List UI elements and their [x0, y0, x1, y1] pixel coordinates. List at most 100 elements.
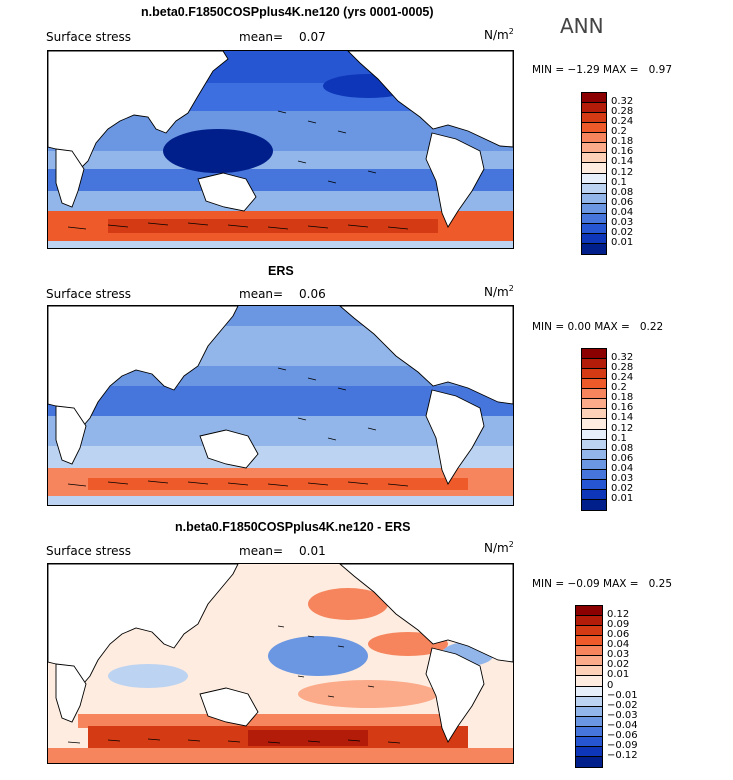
colorbar-level-label: 0.28 — [611, 106, 634, 118]
colorbar-swatch — [582, 399, 606, 410]
colorbar-swatch — [576, 636, 602, 647]
colorbar-swatch — [582, 93, 606, 104]
colorbar-level-label: 0.03 — [607, 649, 630, 661]
colorbar-swatch — [582, 103, 606, 114]
colorbar-level-label: 0.12 — [611, 166, 634, 178]
colorbar-level-label: 0.2 — [611, 382, 627, 394]
panel-3-mean-value: 0.01 — [299, 544, 326, 558]
panel-2-minmax: MIN = 0.00 MAX = 0.22 — [532, 321, 664, 333]
colorbar-swatch — [576, 736, 602, 747]
colorbar-swatch — [582, 123, 606, 134]
panel-1-variable: Surface stress — [46, 30, 132, 44]
colorbar-level-label: 0.16 — [611, 146, 634, 158]
panel-2-units: N/m2 — [484, 284, 514, 299]
colorbar-level-label: 0.06 — [607, 629, 630, 641]
colorbar-level-label: 0.04 — [611, 462, 634, 474]
colorbar-level-label: 0 — [607, 679, 614, 691]
colorbar-swatch — [576, 686, 602, 697]
colorbar-level-label: −0.09 — [607, 739, 638, 751]
colorbar-swatch — [576, 616, 602, 627]
panel-3-mean-label: mean= — [239, 544, 284, 558]
colorbar-swatch — [582, 409, 606, 420]
panel-3-colorbar — [575, 605, 603, 768]
colorbar-level-label: −0.02 — [607, 699, 638, 711]
colorbar-level-label: 0.1 — [611, 432, 627, 444]
colorbar-level-label: 0.32 — [611, 352, 634, 364]
colorbar-swatch — [582, 369, 606, 380]
colorbar-level-label: −0.01 — [607, 689, 638, 701]
colorbar-swatch — [582, 233, 606, 244]
colorbar-swatch — [582, 479, 606, 490]
colorbar-swatch — [582, 359, 606, 370]
colorbar-swatch — [582, 173, 606, 184]
panel-2-title: ERS — [268, 264, 294, 278]
colorbar-level-label: 0.08 — [611, 186, 634, 198]
colorbar-swatch — [582, 153, 606, 164]
colorbar-swatch — [582, 379, 606, 390]
colorbar-level-label: −0.12 — [607, 749, 638, 761]
colorbar-level-label: 0.04 — [607, 639, 630, 651]
colorbar-swatch — [582, 429, 606, 440]
panel-1-title: n.beta0.F1850COSPplus4K.ne120 (yrs 0001-… — [141, 5, 434, 19]
panel-3-land-icon — [48, 564, 513, 743]
colorbar-level-label: −0.03 — [607, 709, 638, 721]
panel-2-mean-value: 0.06 — [299, 287, 326, 301]
colorbar-swatch — [582, 499, 606, 510]
colorbar-swatch — [576, 716, 602, 727]
colorbar-level-label: 0.24 — [611, 372, 634, 384]
colorbar-level-label: 0.09 — [607, 619, 630, 631]
colorbar-swatch — [582, 163, 606, 174]
colorbar-swatch — [582, 419, 606, 430]
colorbar-level-label: 0.04 — [611, 206, 634, 218]
colorbar-swatch — [576, 746, 602, 757]
colorbar-level-label: 0.32 — [611, 96, 634, 108]
colorbar-level-label: 0.12 — [607, 609, 630, 621]
colorbar-level-label: 0.03 — [611, 216, 634, 228]
colorbar-level-label: 0.01 — [607, 669, 630, 681]
colorbar-level-label: 0.1 — [611, 176, 627, 188]
colorbar-swatch — [576, 656, 602, 667]
colorbar-swatch — [576, 606, 602, 617]
panel-1-mean-label: mean= — [239, 30, 284, 44]
colorbar-level-label: 0.06 — [611, 452, 634, 464]
panel-2-variable: Surface stress — [46, 287, 132, 301]
panel-2-mean-label: mean= — [239, 287, 284, 301]
panel-1-colorbar — [581, 92, 607, 255]
colorbar-swatch — [582, 223, 606, 234]
panel-2-map — [47, 305, 514, 506]
colorbar-swatch — [582, 193, 606, 204]
panel-3-variable: Surface stress — [46, 544, 132, 558]
colorbar-swatch — [582, 459, 606, 470]
colorbar-level-label: 0.01 — [611, 492, 634, 504]
colorbar-swatch — [582, 113, 606, 124]
colorbar-swatch — [582, 213, 606, 224]
panel-1-mean-value: 0.07 — [299, 30, 326, 44]
colorbar-swatch — [582, 489, 606, 500]
colorbar-level-label: 0.16 — [611, 402, 634, 414]
colorbar-level-label: 0.02 — [611, 482, 634, 494]
colorbar-level-label: 0.02 — [607, 659, 630, 671]
colorbar-level-label: 0.08 — [611, 442, 634, 454]
colorbar-swatch — [582, 183, 606, 194]
colorbar-swatch — [576, 726, 602, 737]
colorbar-level-label: 0.28 — [611, 362, 634, 374]
colorbar-level-label: −0.04 — [607, 719, 638, 731]
colorbar-swatch — [582, 449, 606, 460]
colorbar-level-label: 0.2 — [611, 126, 627, 138]
panel-3-vector-field-icon — [67, 625, 401, 744]
panel-3-title: n.beta0.F1850COSPplus4K.ne120 - ERS — [175, 520, 411, 534]
panel-2-colorbar — [581, 348, 607, 511]
colorbar-level-label: 0.03 — [611, 472, 634, 484]
colorbar-level-label: 0.18 — [611, 136, 634, 148]
colorbar-level-label: 0.18 — [611, 392, 634, 404]
panel-3-map — [47, 563, 514, 764]
colorbar-swatch — [576, 696, 602, 707]
panel-2-vector-field-icon — [67, 367, 409, 487]
panel-1-vector-field-icon — [67, 110, 409, 230]
panel-1-land-icon — [48, 51, 513, 228]
colorbar-swatch — [576, 646, 602, 657]
panel-1-units: N/m2 — [484, 27, 514, 42]
colorbar-swatch — [582, 143, 606, 154]
colorbar-swatch — [576, 626, 602, 637]
colorbar-level-label: 0.06 — [611, 196, 634, 208]
